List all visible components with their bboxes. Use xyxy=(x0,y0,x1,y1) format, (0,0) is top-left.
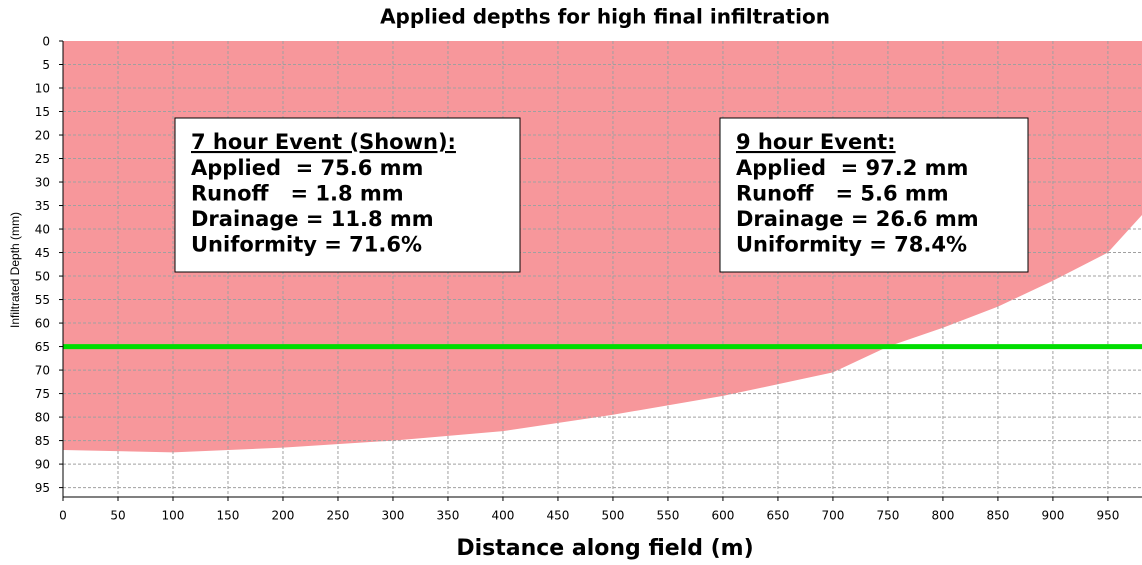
y-tick-label: 90 xyxy=(35,458,50,472)
y-tick-label: 65 xyxy=(35,340,50,354)
y-tick-label: 0 xyxy=(42,35,50,49)
annotation-line: Uniformity = 71.6% xyxy=(191,233,422,257)
x-tick-label: 650 xyxy=(766,509,789,523)
chart-title: Applied depths for high final infiltrati… xyxy=(380,5,830,29)
y-axis-label: Infiltrated Depth (mm) xyxy=(8,212,22,328)
annotation-line: Runoff = 5.6 mm xyxy=(736,182,949,206)
x-tick-label: 300 xyxy=(382,509,405,523)
x-tick-label: 450 xyxy=(547,509,570,523)
y-tick-label: 5 xyxy=(42,58,50,72)
y-tick-label: 30 xyxy=(35,176,50,190)
annotation-title: 7 hour Event (Shown): xyxy=(191,130,456,154)
y-tick-label: 35 xyxy=(35,199,50,213)
x-tick-label: 0 xyxy=(59,509,67,523)
y-tick-label: 55 xyxy=(35,293,50,307)
y-tick-label: 85 xyxy=(35,434,50,448)
annotation-line: Uniformity = 78.4% xyxy=(736,233,967,257)
y-tick-label: 80 xyxy=(35,411,50,425)
x-tick-label: 700 xyxy=(821,509,844,523)
x-tick-label: 150 xyxy=(217,509,240,523)
y-tick-label: 45 xyxy=(35,246,50,260)
y-tick-label: 25 xyxy=(35,152,50,166)
x-tick-label: 500 xyxy=(601,509,624,523)
annotation-line: Drainage = 26.6 mm xyxy=(736,207,979,231)
x-tick-label: 50 xyxy=(110,509,125,523)
annotation-box xyxy=(719,117,1029,273)
x-tick-label: 350 xyxy=(437,509,460,523)
annotation-line: Drainage = 11.8 mm xyxy=(191,207,434,231)
annotation-title: 9 hour Event: xyxy=(736,130,896,154)
x-tick-label: 200 xyxy=(272,509,295,523)
y-tick-label: 70 xyxy=(35,364,50,378)
x-tick-label: 600 xyxy=(711,509,734,523)
y-tick-label: 60 xyxy=(35,317,50,331)
annotation-line: Applied = 97.2 mm xyxy=(736,156,968,180)
y-tick-label: 75 xyxy=(35,387,50,401)
y-tick-label: 10 xyxy=(35,82,50,96)
y-tick-label: 40 xyxy=(35,223,50,237)
x-tick-label: 100 xyxy=(162,509,185,523)
x-tick-label: 900 xyxy=(1041,509,1064,523)
y-tick-label: 95 xyxy=(35,481,50,495)
x-tick-label: 950 xyxy=(1096,509,1119,523)
x-tick-label: 800 xyxy=(931,509,954,523)
x-tick-label: 550 xyxy=(656,509,679,523)
annotation-box xyxy=(174,117,521,273)
y-tick-label: 50 xyxy=(35,270,50,284)
y-tick-label: 20 xyxy=(35,129,50,143)
annotation-line: Runoff = 1.8 mm xyxy=(191,182,404,206)
x-tick-label: 250 xyxy=(327,509,350,523)
x-tick-label: 850 xyxy=(986,509,1009,523)
x-tick-label: 400 xyxy=(492,509,515,523)
x-axis-label: Distance along field (m) xyxy=(456,536,753,561)
annotation-line: Applied = 75.6 mm xyxy=(191,156,423,180)
x-tick-label: 750 xyxy=(876,509,899,523)
y-tick-label: 15 xyxy=(35,105,50,119)
